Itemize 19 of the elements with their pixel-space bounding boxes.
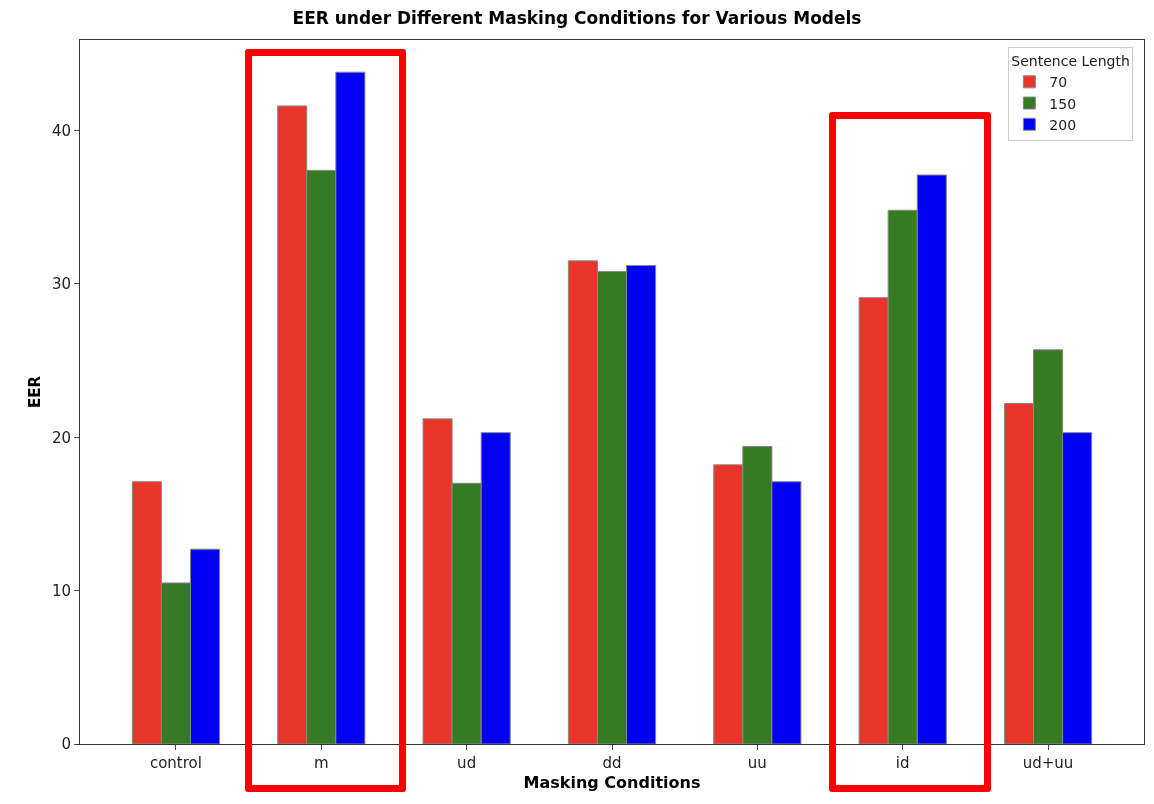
legend-title: Sentence Length [1011,53,1130,70]
x-tick-label: ud [457,754,477,772]
y-tick-label: 10 [51,581,71,600]
y-tick-label: 20 [51,428,71,447]
x-tick-label: control [149,754,202,772]
x-tick-label: uu [747,754,767,772]
chart-title: EER under Different Masking Conditions for Various Models [292,7,862,28]
y-tick-label: 30 [51,275,71,294]
x-tick-label: m [313,754,329,772]
y-tick-label: 0 [61,735,71,754]
x-tick-label: ud+uu [1022,754,1074,772]
legend-label: 150 [1049,95,1077,112]
y-axis-title: EER [26,375,44,409]
y-tick-label: 40 [51,121,71,140]
x-tick-label: dd [602,754,622,772]
x-axis-title: Masking Conditions [523,772,701,792]
legend-label: 70 [1049,74,1068,91]
legend-label: 200 [1049,116,1077,133]
x-tick-label: id [895,754,910,772]
